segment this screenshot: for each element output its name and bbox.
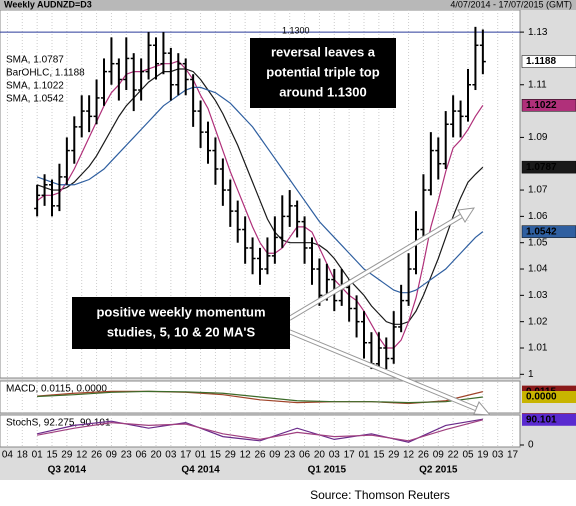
x-tick-label: 15	[210, 450, 222, 461]
value-box	[521, 160, 576, 174]
stoch-label: StochS, 92.275, 90.101	[6, 418, 111, 429]
y-tick-label: 1.07	[528, 185, 548, 196]
annotation-1: reversal leaves a potential triple top a…	[250, 38, 396, 108]
x-tick-label: 03	[492, 450, 504, 461]
y-tick-label: 0	[528, 440, 534, 451]
x-tick-label: 09	[269, 450, 281, 461]
arrows	[287, 207, 492, 416]
x-tick-label: 09	[106, 450, 118, 461]
x-tick-label: 26	[91, 450, 103, 461]
annotation-text: studies, 5, 10 & 20 MA'S	[107, 324, 256, 339]
quarter-label: Q3 2014	[48, 465, 87, 476]
x-tick-label: 19	[477, 450, 489, 461]
stoch-line	[37, 419, 484, 442]
value-box-label: 1.0542	[526, 226, 557, 237]
y-tick-label: 1	[528, 369, 534, 380]
x-tick-label: 17	[344, 450, 356, 461]
x-tick-label: 03	[165, 450, 177, 461]
y-tick-label: 1.03	[528, 290, 548, 301]
arrow	[288, 330, 486, 414]
x-tick-label: 29	[388, 450, 400, 461]
header-bar	[0, 0, 576, 10]
macd-label: MACD, 0.0115, 0.0000	[6, 384, 107, 395]
x-tick-label: 15	[373, 450, 385, 461]
chart-title: Weekly AUDNZD=D3	[4, 0, 92, 9]
legend-entry: SMA, 1.0542	[6, 94, 64, 105]
x-tick-label: 06	[299, 450, 311, 461]
legend-entry: SMA, 1.1022	[6, 81, 64, 92]
x-tick-label: 26	[418, 450, 430, 461]
x-tick-label: 05	[462, 450, 474, 461]
x-tick-label: 01	[358, 450, 370, 461]
annotation-text: potential triple top	[266, 64, 379, 79]
x-tick-label: 06	[136, 450, 148, 461]
x-tick-label: 29	[225, 450, 237, 461]
value-box	[522, 391, 576, 403]
y-tick-label: 1.13	[528, 27, 548, 38]
y-tick-label: 1.04	[528, 264, 548, 275]
y-tick-label: 1.11	[528, 79, 547, 90]
x-tick-label: 01	[32, 450, 44, 461]
legend-entry: BarOHLC, 1.1188	[6, 68, 85, 79]
x-tick-label: 18	[17, 450, 29, 461]
value-box-label: 1.0787	[526, 162, 557, 173]
y-tick-label: 1.09	[528, 132, 548, 143]
quarter-label: Q4 2014	[181, 465, 220, 476]
reference-label: 1.1300	[282, 25, 310, 35]
x-tick-label: 20	[314, 450, 326, 461]
arrow	[288, 210, 470, 320]
y-tick-label: 1.05	[528, 237, 548, 248]
x-tick-label: 17	[180, 450, 192, 461]
source: Source: Thomson Reuters	[310, 488, 450, 502]
annotation-box	[72, 297, 290, 349]
x-tick-label: 12	[76, 450, 88, 461]
x-tick-label: 17	[507, 450, 519, 461]
legend-entry: SMA, 1.0787	[6, 55, 64, 66]
x-tick-label: 23	[121, 450, 133, 461]
macd-line	[37, 390, 483, 405]
value-box-label: 0.0000	[526, 392, 557, 403]
annotation-box	[250, 38, 396, 108]
annotation-text: positive weekly momentum	[96, 304, 265, 319]
annotation-text: around 1.1300	[279, 84, 366, 99]
value-box	[521, 55, 576, 68]
value-box	[521, 225, 576, 238]
value-box	[521, 99, 576, 112]
quarter-label: Q1 2015	[308, 465, 347, 476]
stoch-line	[37, 418, 483, 443]
quarter-label: Q2 2015	[419, 465, 458, 476]
y-tick-label: 1.02	[528, 316, 548, 327]
value-box	[522, 413, 576, 426]
arrow-head	[457, 207, 475, 223]
arrow-head	[473, 401, 492, 416]
x-tick-label: 01	[195, 450, 207, 461]
x-tick-label: 23	[284, 450, 296, 461]
x-tick-label: 22	[448, 450, 460, 461]
y-tick-label: 1.01	[528, 343, 548, 354]
value-box-label: 90.101	[526, 414, 557, 425]
macd-line	[37, 390, 483, 404]
x-tick-label: 26	[254, 450, 266, 461]
value-box-label: 1.1022	[526, 100, 557, 111]
x-tick-label: 09	[433, 450, 445, 461]
x-tick-label: 04	[2, 450, 14, 461]
x-tick-label: 20	[150, 450, 162, 461]
y-tick-label: 1.06	[528, 211, 548, 222]
value-box-label: 1.1188	[526, 56, 556, 67]
x-tick-label: 03	[329, 450, 341, 461]
annotation-2: positive weekly momentum studies, 5, 10 …	[72, 297, 290, 349]
x-tick-label: 12	[403, 450, 415, 461]
x-tick-label: 12	[240, 450, 252, 461]
annotation-text: reversal leaves a	[271, 44, 376, 59]
x-tick-label: 29	[61, 450, 73, 461]
x-tick-label: 15	[46, 450, 58, 461]
sma-line	[36, 60, 484, 349]
chart-subtitle: 4/07/2014 - 17/07/2015 (GMT)	[450, 0, 572, 9]
